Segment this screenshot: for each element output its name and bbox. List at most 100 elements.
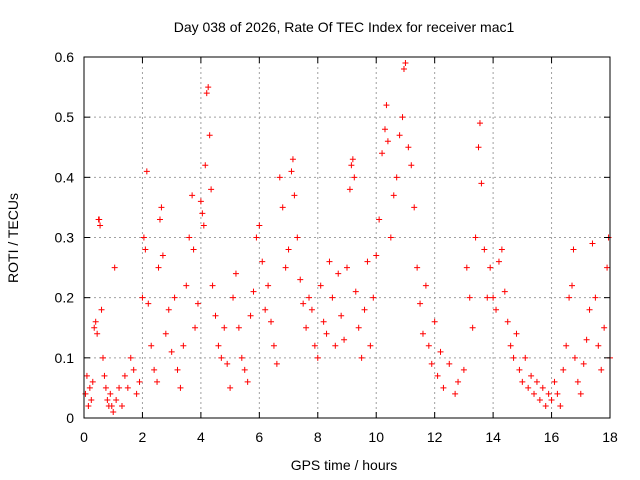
data-point — [130, 366, 137, 373]
x-tick-label: 6 — [255, 429, 263, 445]
x-tick-label: 0 — [80, 429, 88, 445]
data-point — [247, 312, 254, 319]
data-point — [422, 282, 429, 289]
data-point — [253, 234, 260, 241]
data-point — [548, 396, 555, 403]
data-point — [174, 366, 181, 373]
data-point — [154, 378, 161, 385]
data-point — [101, 372, 108, 379]
data-point — [203, 90, 210, 97]
data-point — [516, 366, 523, 373]
data-point — [428, 360, 435, 367]
data-point — [89, 378, 96, 385]
chart-title: Day 038 of 2026, Rate Of TEC Index for r… — [174, 19, 515, 35]
data-point — [186, 234, 193, 241]
data-point — [455, 378, 462, 385]
data-point — [393, 174, 400, 181]
data-point — [569, 282, 576, 289]
data-point — [238, 354, 245, 361]
data-point — [140, 234, 147, 241]
data-point — [155, 264, 162, 271]
data-point — [96, 216, 103, 223]
y-tick-label: 0.3 — [55, 230, 75, 246]
data-point — [469, 324, 476, 331]
data-point — [256, 222, 263, 229]
data-point — [151, 366, 158, 373]
data-point — [113, 396, 120, 403]
data-point — [142, 246, 149, 253]
data-point — [531, 390, 538, 397]
data-point — [487, 264, 494, 271]
data-point — [437, 348, 444, 355]
data-point — [97, 222, 104, 229]
data-point — [440, 384, 447, 391]
data-point — [224, 360, 231, 367]
x-tick-label: 8 — [314, 429, 322, 445]
data-point — [197, 198, 204, 205]
data-point — [586, 306, 593, 313]
data-point — [346, 186, 353, 193]
data-point — [560, 366, 567, 373]
data-point — [86, 384, 93, 391]
data-point — [476, 120, 483, 127]
data-point — [338, 312, 345, 319]
data-point — [344, 264, 350, 271]
data-point — [387, 234, 394, 241]
data-point — [566, 294, 573, 301]
data-point — [504, 318, 511, 325]
data-point — [525, 384, 532, 391]
data-point — [265, 282, 272, 289]
data-point — [507, 342, 514, 349]
data-point — [202, 162, 209, 169]
data-point — [335, 270, 342, 277]
data-point — [399, 114, 406, 121]
data-point — [183, 282, 190, 289]
data-point — [308, 306, 315, 313]
data-points — [82, 60, 613, 415]
data-point — [452, 390, 459, 397]
data-point — [91, 324, 98, 331]
y-tick-label: 0 — [66, 410, 74, 426]
data-point — [323, 330, 330, 337]
data-point — [481, 246, 488, 253]
x-tick-label: 10 — [368, 429, 384, 445]
y-tick-label: 0.1 — [55, 350, 75, 366]
data-point — [159, 252, 166, 259]
data-point — [400, 66, 407, 73]
data-point — [490, 294, 497, 301]
data-point — [551, 378, 558, 385]
data-point — [148, 342, 155, 349]
data-point — [297, 276, 304, 283]
data-point — [570, 246, 577, 253]
data-point — [554, 390, 561, 397]
data-point — [259, 258, 266, 265]
x-tick-label: 18 — [602, 429, 618, 445]
data-point — [414, 264, 421, 271]
data-point — [250, 288, 257, 295]
data-point — [108, 402, 115, 409]
axis-ticks — [83, 56, 611, 419]
data-point — [262, 306, 269, 313]
data-point — [276, 174, 283, 181]
data-point — [522, 354, 529, 361]
data-point — [539, 384, 546, 391]
data-point — [574, 378, 581, 385]
data-point — [475, 144, 482, 151]
y-axis-label: ROTI / TECUs — [5, 193, 21, 283]
data-point — [373, 252, 380, 259]
data-point — [348, 162, 355, 169]
data-point — [417, 300, 424, 307]
data-point — [513, 330, 520, 337]
data-point — [194, 300, 201, 307]
data-point — [364, 258, 371, 265]
data-point — [352, 288, 359, 295]
data-point — [598, 366, 605, 373]
data-point — [396, 132, 403, 139]
y-tick-label: 0.6 — [55, 49, 75, 65]
data-point — [189, 192, 196, 199]
data-point — [92, 318, 99, 325]
x-tick-labels: 0 2 4 6 8 10 12 14 16 18 — [80, 429, 618, 445]
data-point — [162, 330, 169, 337]
data-point — [320, 318, 327, 325]
